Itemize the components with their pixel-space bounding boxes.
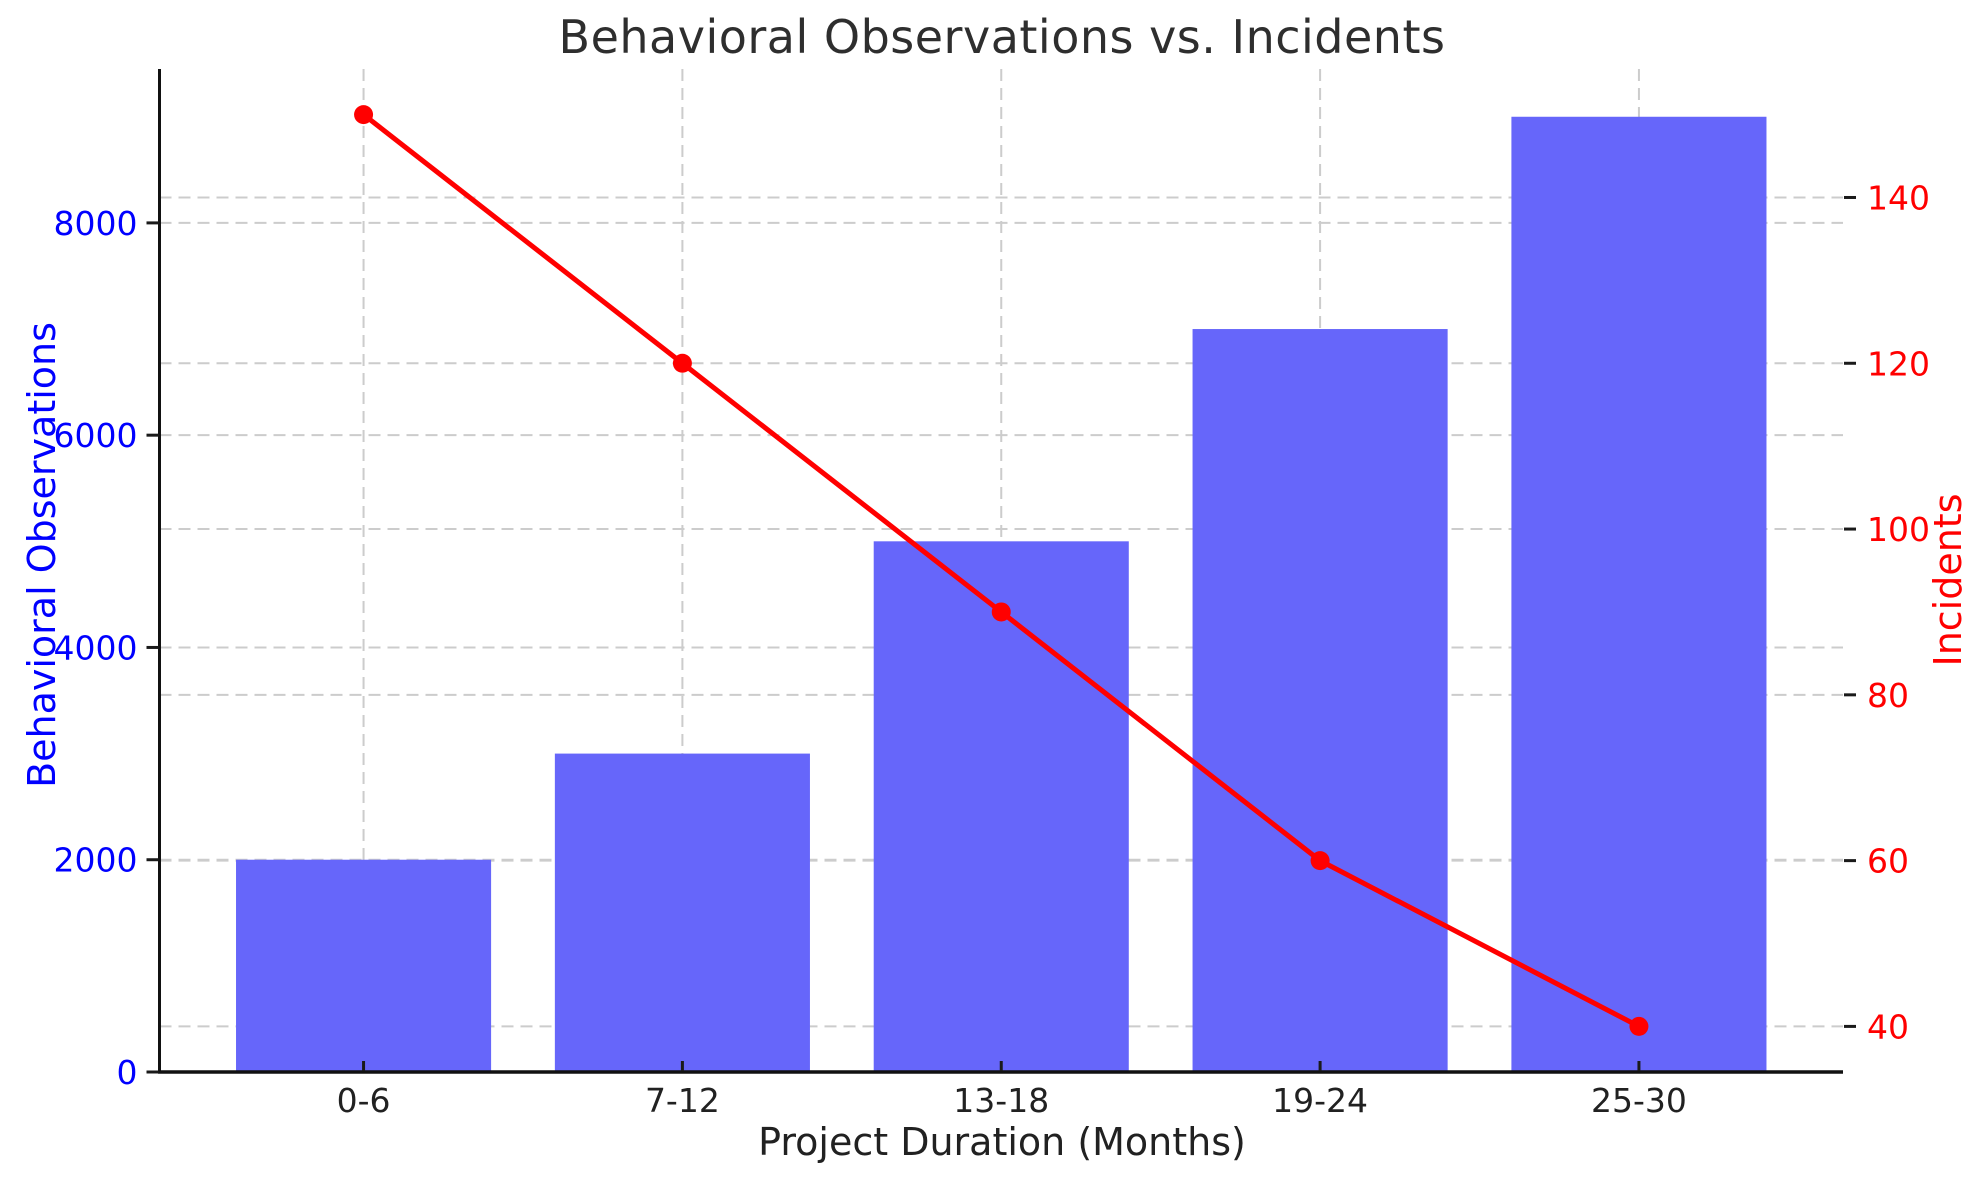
left-tick-label: 8000: [54, 204, 138, 243]
data-point-marker-25-30: [1629, 1016, 1649, 1036]
x-tick-label: 25-30: [1591, 1081, 1687, 1120]
x-tick-label: 0-6: [337, 1081, 391, 1120]
bar-13-18: [873, 541, 1129, 1072]
chart-title: Behavioral Observations vs. Incidents: [558, 10, 1446, 64]
right-tick-label: 40: [1867, 1007, 1909, 1046]
bar-0-6: [236, 859, 492, 1072]
left-tick-label: 0: [117, 1053, 138, 1092]
data-point-marker-13-18: [991, 602, 1011, 622]
x-tick-label: 19-24: [1272, 1081, 1368, 1120]
data-point-marker-0-6: [354, 105, 374, 125]
bar-19-24: [1192, 329, 1448, 1072]
left-tick-label: 4000: [54, 628, 138, 667]
right-y-axis-title: Incidents: [1926, 493, 1970, 667]
x-tick-label: 13-18: [953, 1081, 1049, 1120]
bar-25-30: [1511, 116, 1767, 1072]
x-axis-title: Project Duration (Months): [758, 1120, 1246, 1164]
right-tick-label: 80: [1867, 676, 1909, 715]
left-tick-label: 6000: [54, 416, 138, 455]
left-tick-label: 2000: [54, 841, 138, 880]
data-point-marker-7-12: [672, 353, 692, 373]
right-tick-label: 140: [1867, 178, 1930, 217]
x-tick-label: 7-12: [645, 1081, 720, 1120]
right-tick-label: 120: [1867, 344, 1930, 383]
right-tick-label: 100: [1867, 510, 1930, 549]
bar-7-12: [554, 753, 810, 1072]
right-tick-label: 60: [1867, 842, 1909, 881]
data-point-marker-19-24: [1310, 851, 1330, 871]
left-y-axis-title: Behavioral Observations: [20, 322, 64, 788]
